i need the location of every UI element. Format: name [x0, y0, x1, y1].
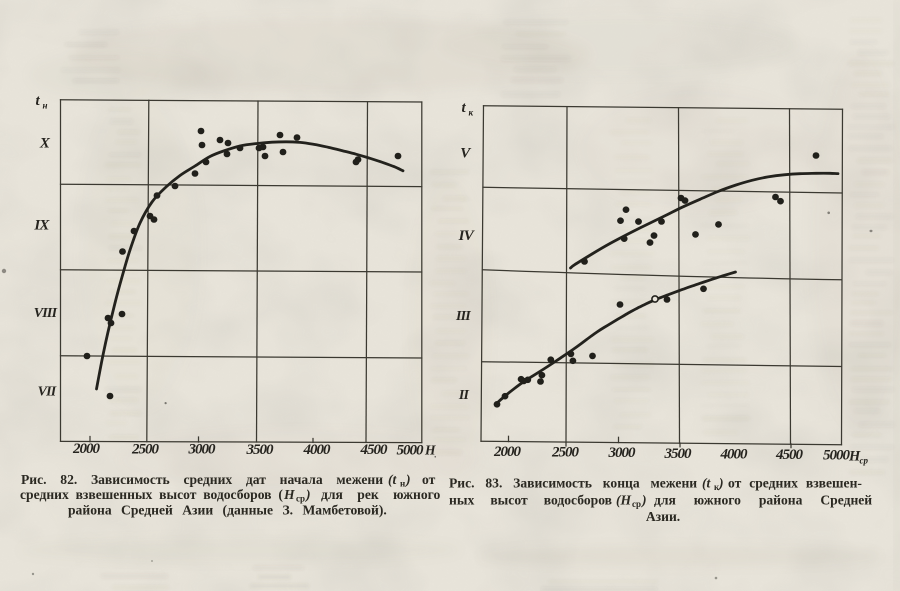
svg-text:): ) [640, 493, 647, 509]
svg-text:средних взвешенных высот водос: средних взвешенных высот водосборов ( [20, 487, 283, 503]
svg-text:(t: (t [388, 472, 398, 488]
svg-text:2000: 2000 [72, 441, 101, 457]
svg-text:X: X [39, 136, 51, 152]
svg-text:от средних взвешен-: от средних взвешен- [728, 476, 862, 491]
svg-text:2500: 2500 [551, 445, 580, 461]
svg-text:Н: Н [424, 443, 436, 458]
svg-text:III: III [455, 309, 471, 324]
svg-text:ср: ср [632, 499, 641, 509]
svg-text:4000: 4000 [303, 442, 332, 458]
svg-text:II: II [458, 388, 470, 403]
svg-text:Азии.: Азии. [646, 509, 680, 524]
svg-text:5000: 5000 [397, 442, 425, 458]
svg-text:н: н [43, 101, 48, 111]
svg-text:Рис. 83. Зависимость конца меж: Рис. 83. Зависимость конца межени [449, 476, 697, 491]
svg-text:3000: 3000 [608, 445, 637, 461]
svg-text:): ) [304, 487, 311, 503]
svg-text:.: . [435, 451, 437, 460]
svg-text:к: к [469, 108, 474, 118]
svg-text:Н: Н [848, 448, 861, 464]
svg-text:): ) [717, 476, 724, 492]
svg-text:3500: 3500 [246, 442, 275, 458]
svg-text:IX: IX [33, 218, 50, 234]
svg-text:t: t [462, 100, 467, 116]
svg-text:от: от [422, 472, 436, 487]
svg-text:3500: 3500 [664, 446, 693, 462]
svg-text:Н: Н [283, 487, 295, 502]
svg-text:3000: 3000 [188, 442, 217, 458]
svg-text:н: н [400, 479, 405, 489]
svg-text:4000: 4000 [720, 446, 749, 462]
svg-text:(t: (t [702, 476, 712, 492]
svg-text:ср: ср [296, 494, 305, 504]
svg-text:): ) [404, 472, 411, 488]
svg-text:для южного района Средней: для южного района Средней [654, 493, 872, 508]
svg-text:к: к [714, 482, 720, 492]
svg-text:4500: 4500 [775, 447, 804, 463]
svg-text:4500: 4500 [360, 442, 389, 458]
svg-text:ср: ср [860, 456, 869, 466]
svg-text:VII: VII [38, 385, 57, 400]
svg-text:для рек южного: для рек южного [321, 487, 440, 502]
svg-text:(Н: (Н [616, 493, 632, 509]
svg-text:5000: 5000 [823, 448, 851, 464]
svg-text:ных высот водосборов: ных высот водосборов [449, 493, 612, 508]
svg-text:2000: 2000 [493, 444, 522, 460]
svg-text:2500: 2500 [131, 441, 160, 457]
svg-text:IV: IV [458, 228, 476, 244]
svg-text:VIII: VIII [34, 306, 58, 321]
svg-text:района Средней Азии (данные З.: района Средней Азии (данные З. Мамбетово… [68, 503, 387, 519]
svg-text:Рис. 82. Зависимость средних д: Рис. 82. Зависимость средних дат начала … [21, 472, 383, 487]
svg-text:t: t [36, 93, 41, 109]
